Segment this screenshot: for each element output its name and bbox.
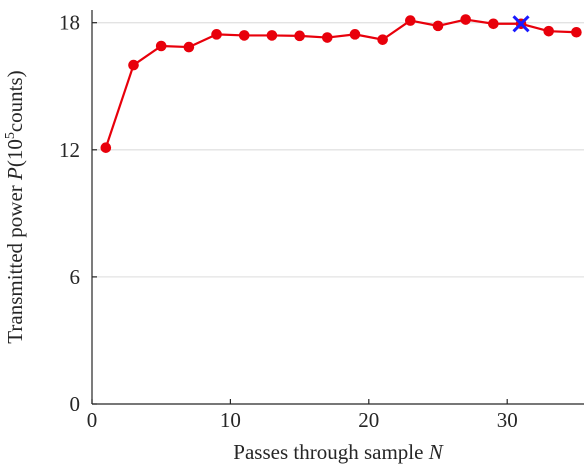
- axes: [91, 10, 584, 405]
- x-tick-label: 20: [358, 408, 379, 432]
- y-tick-label: 0: [70, 392, 81, 416]
- x-tick-label: 30: [497, 408, 518, 432]
- data-point: [321, 32, 333, 43]
- data-point: [405, 15, 416, 26]
- data-point: [211, 29, 222, 40]
- series-line: [104, 18, 577, 149]
- y-axis-label: Transmitted power P(105counts): [3, 70, 27, 343]
- highlight-marker-stroke: [512, 15, 530, 33]
- y-tick-labels: 0 6 12 18: [59, 11, 97, 416]
- x-tick-labels: 0 10 20 30: [87, 399, 518, 432]
- y-tick-label: 12: [59, 138, 80, 162]
- data-point: [100, 142, 112, 153]
- data-point: [432, 20, 444, 32]
- data-point: [543, 25, 555, 37]
- y-tick-label: 6: [70, 265, 81, 289]
- data-point: [488, 18, 499, 30]
- grid-lines: [92, 22, 584, 278]
- data-point: [349, 29, 361, 40]
- y-tick-label: 18: [59, 11, 80, 35]
- plot-area: [100, 14, 582, 153]
- data-point: [460, 14, 471, 25]
- data-point: [294, 30, 305, 42]
- data-point: [377, 34, 388, 45]
- data-point: [128, 59, 139, 71]
- data-point: [183, 41, 195, 53]
- highlight-marker: [512, 15, 530, 33]
- x-tick-label: 10: [220, 408, 241, 432]
- data-point: [238, 30, 250, 41]
- x-axis-label: Passes through sample N: [233, 440, 443, 464]
- x-tick-label: 0: [87, 408, 98, 432]
- data-point: [266, 30, 278, 41]
- data-point: [571, 26, 582, 38]
- data-point: [155, 40, 167, 52]
